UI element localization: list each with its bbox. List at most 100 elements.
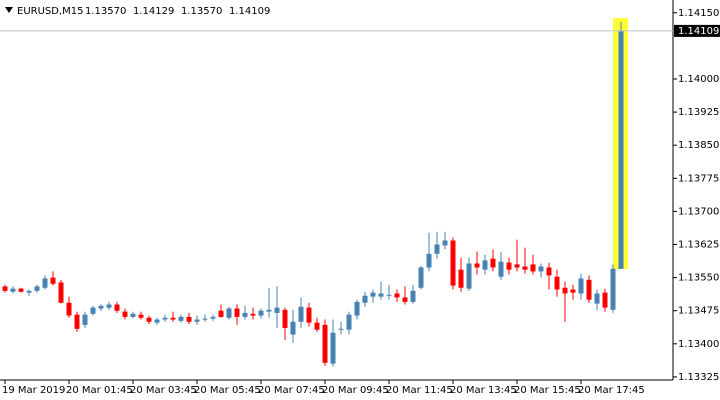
candle-body: [90, 307, 96, 314]
candle-body: [482, 260, 488, 270]
candle-body: [402, 297, 408, 302]
candle-body: [346, 314, 352, 330]
candle-body: [74, 314, 80, 329]
candle-body: [194, 319, 200, 322]
candle-body: [506, 262, 512, 270]
candle-body: [130, 313, 136, 317]
candle-body: [154, 319, 160, 323]
candle-body: [66, 302, 72, 316]
candle-body: [586, 279, 592, 300]
candle-body: [450, 240, 456, 286]
y-tick-label: 1.13850: [678, 140, 719, 151]
candle-body: [610, 268, 616, 310]
candle-body: [490, 258, 496, 268]
candle-body: [370, 292, 376, 297]
x-tick-label: 20 Mar 03:45: [130, 385, 197, 396]
candle-body: [442, 240, 448, 246]
x-tick-label: 20 Mar 07:45: [258, 385, 325, 396]
candle-body: [162, 317, 168, 320]
x-tick-label: 20 Mar 01:45: [66, 385, 133, 396]
x-tick-label: 20 Mar 05:45: [194, 385, 261, 396]
y-tick-label: 1.14000: [678, 74, 719, 85]
x-tick-label: 20 Mar 17:45: [578, 385, 645, 396]
candle-body: [594, 293, 600, 304]
x-tick-label: 20 Mar 09:45: [322, 385, 389, 396]
candle-body: [146, 317, 152, 322]
header-open: 1.13570: [85, 6, 126, 17]
candle-body: [18, 288, 24, 292]
price-label-box: [674, 24, 720, 37]
candle-body: [458, 269, 464, 288]
candle-body: [178, 316, 184, 321]
x-tick-label: 19 Mar 2019: [2, 385, 65, 396]
y-tick-label: 1.13475: [678, 306, 719, 317]
candle-body: [578, 278, 584, 294]
candle-body: [554, 276, 560, 290]
x-tick-label: 20 Mar 11:45: [386, 385, 453, 396]
menu-arrow[interactable]: [5, 7, 13, 13]
candle-body: [618, 30, 624, 269]
candle-body: [170, 317, 176, 320]
chart-title: EURUSD,M15: [17, 6, 83, 17]
candle-body: [498, 261, 504, 277]
y-tick-label: 1.13400: [678, 339, 719, 350]
candle-body: [290, 321, 296, 335]
candle-body: [2, 286, 8, 291]
y-tick-label: 1.13775: [678, 173, 719, 184]
candle-body: [266, 309, 272, 312]
candle-body: [466, 263, 472, 289]
candle-body: [202, 318, 208, 320]
candle-body: [570, 289, 576, 293]
candle-body: [26, 290, 32, 293]
candle-body: [282, 309, 288, 328]
candle-body: [394, 293, 400, 298]
candle-body: [138, 314, 144, 318]
candle-body: [386, 294, 392, 296]
candle-body: [354, 301, 360, 316]
candle-body: [186, 316, 192, 322]
y-tick-label: 1.13550: [678, 273, 719, 284]
candle-body: [474, 263, 480, 268]
header-high: 1.14129: [133, 6, 174, 17]
y-tick-label: 1.14150: [678, 8, 719, 19]
candle-body: [330, 332, 336, 364]
candle-body: [10, 288, 16, 292]
candle-body: [98, 305, 104, 309]
candle-body: [418, 267, 424, 288]
price-label: 1.14109: [678, 26, 719, 37]
candle-body: [602, 292, 608, 308]
header-low: 1.13570: [181, 6, 222, 17]
header-close: 1.14109: [229, 6, 270, 17]
candle-body: [314, 322, 320, 330]
candle-body: [218, 310, 224, 317]
x-tick-label: 20 Mar 13:45: [450, 385, 517, 396]
candle-body: [298, 306, 304, 322]
candle-body: [562, 287, 568, 294]
candle-body: [82, 314, 88, 325]
candle-body: [242, 312, 248, 317]
candle-body: [434, 244, 440, 254]
candle-body: [274, 307, 280, 313]
candle-body: [106, 304, 112, 308]
y-tick-label: 1.13325: [678, 372, 719, 383]
candle-body: [226, 308, 232, 318]
candle-body: [58, 282, 64, 303]
y-tick-label: 1.13700: [678, 206, 719, 217]
candle-body: [546, 267, 552, 276]
candle-body: [378, 293, 384, 297]
candle-body: [362, 295, 368, 303]
candle-body: [538, 266, 544, 272]
candle-body: [410, 290, 416, 302]
candle-body: [306, 307, 312, 323]
candle-body: [42, 278, 48, 288]
candle-body: [322, 324, 328, 363]
candle-body: [122, 311, 128, 317]
y-tick-label: 1.13625: [678, 240, 719, 251]
candle-body: [522, 266, 528, 270]
candle-body: [530, 264, 536, 272]
candle-body: [514, 264, 520, 268]
candle-body: [258, 310, 264, 316]
candle-body: [210, 316, 216, 319]
